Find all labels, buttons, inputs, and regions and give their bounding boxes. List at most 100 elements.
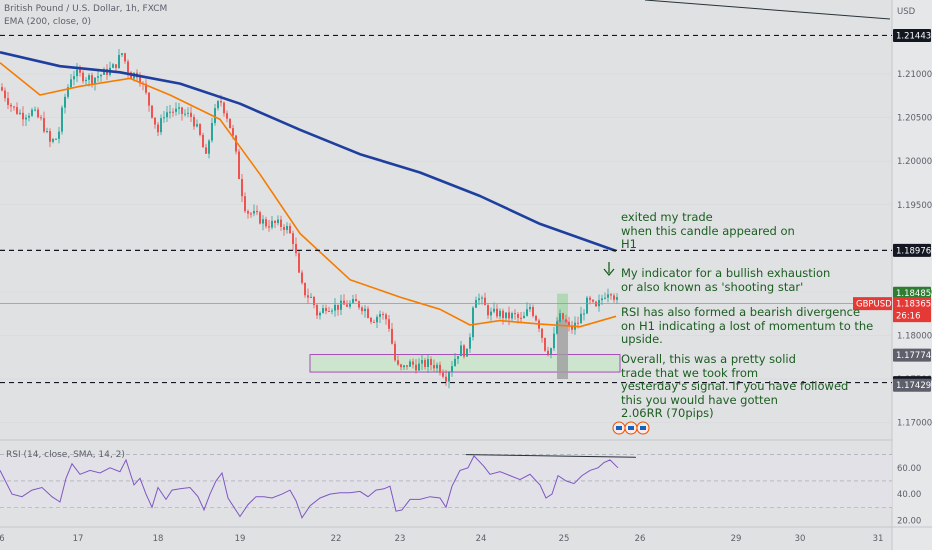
candle-body (100, 74, 102, 77)
candle-body (445, 376, 447, 382)
indicator-title: EMA (200, close, 0) (4, 17, 92, 27)
rsi-divergence-line (465, 454, 637, 458)
support-zone (309, 354, 621, 373)
candle-body (361, 307, 363, 312)
price-badge (893, 28, 931, 42)
candle-body (145, 83, 147, 93)
candle-body (64, 96, 66, 108)
candle-body (382, 314, 384, 316)
candle-body (508, 312, 510, 319)
candle-body (70, 79, 72, 88)
candle-body (436, 364, 438, 369)
candle-body (427, 359, 429, 367)
candle-body (352, 299, 354, 303)
candle-body (157, 124, 159, 133)
rsi-title: RSI (14, close, SMA, 14, 2) (6, 450, 125, 460)
candle-body (166, 112, 168, 118)
candle-body (430, 359, 432, 366)
price-tick: 1.19500 (897, 201, 932, 211)
candle-body (226, 113, 228, 119)
candle-body (148, 92, 150, 106)
candle-body (175, 108, 177, 112)
candle-body (547, 350, 549, 355)
candle-body (139, 77, 141, 84)
price-badge-label: 1.18976 (896, 246, 931, 256)
price-badge (893, 286, 931, 300)
candle-body (184, 113, 186, 115)
candle-body (118, 54, 120, 68)
candle-body (376, 316, 378, 323)
candle-body (535, 315, 537, 321)
candle-body (565, 319, 567, 322)
candle-body (10, 104, 12, 107)
price-badge (893, 243, 931, 257)
candle-body (514, 313, 516, 315)
candle-body (592, 299, 594, 302)
candle-body (325, 308, 327, 312)
candle-body (295, 244, 297, 254)
candle-body (526, 309, 528, 316)
candle-body (73, 76, 75, 80)
candle-body (25, 117, 27, 120)
candle-body (160, 118, 162, 133)
candle-body (616, 297, 618, 300)
price-axis[interactable]: USD1.210001.205001.200001.195001.185001.… (853, 7, 932, 526)
candle-body (259, 212, 261, 224)
candle-body (511, 313, 513, 319)
candle-body (388, 319, 390, 329)
candle-body (187, 112, 189, 114)
candle-body (394, 343, 396, 361)
candle-body (178, 107, 180, 109)
event-flag-icon-inner (616, 426, 622, 430)
candle-body (319, 312, 321, 316)
candle-body (355, 299, 357, 302)
candle-body (409, 361, 411, 367)
event-flag-icon-inner (628, 426, 634, 430)
exit-note: exited my trade when this candle appeare… (621, 210, 795, 251)
candle-body (112, 64, 114, 68)
candle-body (397, 360, 399, 365)
candle-body (250, 213, 252, 215)
price-badge (893, 348, 931, 362)
candle-body (277, 219, 279, 224)
candle-body (280, 219, 282, 227)
candle-body (49, 131, 51, 142)
price-axis-background (892, 0, 932, 550)
candle-body (196, 124, 198, 127)
candle-body (124, 53, 126, 62)
candle-body (580, 313, 582, 324)
candle-body (232, 128, 234, 136)
candle-body (424, 360, 426, 367)
rsi-pane (0, 454, 892, 519)
candle-body (331, 310, 333, 312)
candle-body (31, 109, 33, 116)
candle-body (559, 313, 561, 322)
candle-body (58, 131, 60, 139)
candle-body (316, 305, 318, 316)
candle-body (571, 325, 573, 330)
candle-body (520, 317, 522, 319)
candle-body (610, 294, 612, 296)
candles-layer (1, 49, 618, 389)
rsi-line (0, 455, 619, 519)
candle-body (190, 112, 192, 117)
candle-body (22, 112, 24, 120)
candle-body (19, 112, 21, 114)
candle-body (469, 337, 471, 349)
candle-body (163, 117, 165, 119)
candle-body (310, 296, 312, 298)
orange-ma-line (0, 62, 617, 328)
candle-body (154, 117, 156, 125)
candle-body (598, 300, 600, 307)
candle-body (7, 98, 9, 105)
price-tick: 1.17000 (897, 419, 932, 429)
candle-body (499, 310, 501, 317)
candle-body (4, 90, 6, 99)
candle-body (193, 116, 195, 127)
time-axis[interactable]: 6 17 18 19 22 23 24 25 26 29 30 31 (0, 534, 883, 544)
price-badge-label: 1.21443 (896, 31, 931, 41)
candle-body (403, 365, 405, 368)
candle-body (244, 196, 246, 212)
